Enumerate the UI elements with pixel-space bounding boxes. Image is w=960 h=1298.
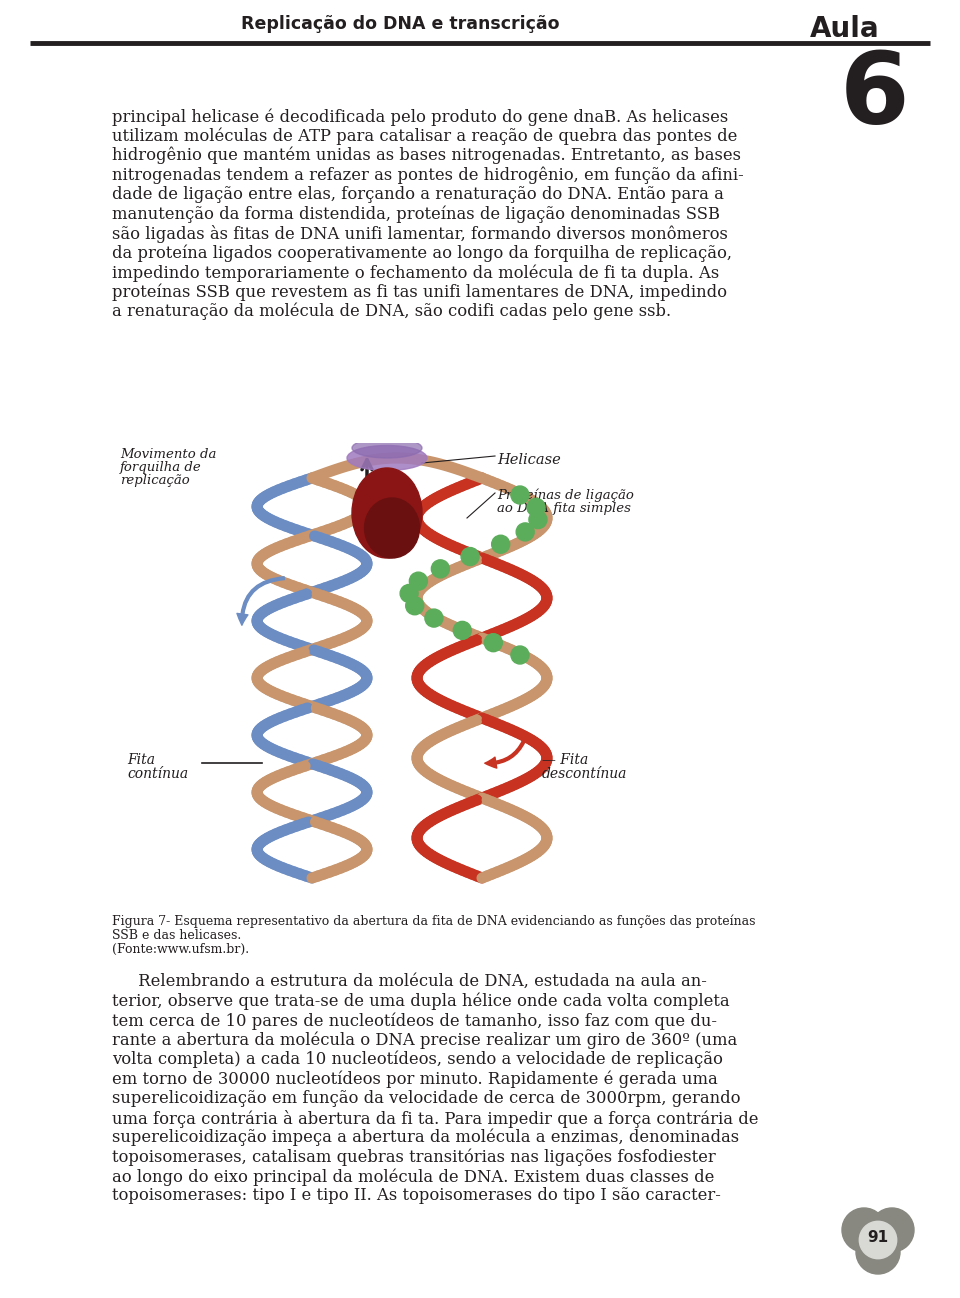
Circle shape bbox=[431, 559, 449, 578]
Text: em torno de 30000 nucleotídeos por minuto. Rapidamente é gerada uma: em torno de 30000 nucleotídeos por minut… bbox=[112, 1071, 718, 1088]
Circle shape bbox=[461, 548, 479, 566]
FancyArrowPatch shape bbox=[237, 576, 284, 626]
Text: nitrogenadas tendem a refazer as pontes de hidrogênio, em função da afini-: nitrogenadas tendem a refazer as pontes … bbox=[112, 166, 744, 184]
Text: são ligadas às fitas de DNA unifi lamentar, formando diversos monômeros: são ligadas às fitas de DNA unifi lament… bbox=[112, 225, 728, 243]
Circle shape bbox=[516, 523, 534, 541]
Text: topoisomerases: tipo I e tipo II. As topoisomerases do tipo I são caracter-: topoisomerases: tipo I e tipo II. As top… bbox=[112, 1188, 721, 1205]
Text: topoisomerases, catalisam quebras transitórias nas ligações fosfodiester: topoisomerases, catalisam quebras transi… bbox=[112, 1149, 716, 1166]
Text: superelicoidização em função da velocidade de cerca de 3000rpm, gerando: superelicoidização em função da velocida… bbox=[112, 1090, 740, 1107]
Ellipse shape bbox=[352, 437, 422, 458]
Circle shape bbox=[406, 597, 423, 615]
Text: Movimento da: Movimento da bbox=[120, 448, 216, 461]
Text: Relembrando a estrutura da molécula de DNA, estudada na aula an-: Relembrando a estrutura da molécula de D… bbox=[112, 974, 707, 990]
Text: ao longo do eixo principal da molécula de DNA. Existem duas classes de: ao longo do eixo principal da molécula d… bbox=[112, 1168, 714, 1185]
Circle shape bbox=[492, 535, 510, 553]
Text: Aula: Aula bbox=[810, 16, 879, 43]
Text: volta completa) a cada 10 nucleotídeos, sendo a velocidade de replicação: volta completa) a cada 10 nucleotídeos, … bbox=[112, 1051, 723, 1068]
Text: rante a abertura da molécula o DNA precise realizar um giro de 360º (uma: rante a abertura da molécula o DNA preci… bbox=[112, 1032, 737, 1049]
Text: 91: 91 bbox=[868, 1231, 889, 1246]
Circle shape bbox=[529, 510, 547, 528]
Text: Proteínas de ligação: Proteínas de ligação bbox=[497, 488, 634, 501]
Circle shape bbox=[400, 584, 419, 602]
Ellipse shape bbox=[365, 498, 420, 558]
Circle shape bbox=[453, 622, 471, 640]
Ellipse shape bbox=[352, 469, 422, 558]
Text: Figura 7- Esquema representativo da abertura da fita de DNA evidenciando as funç: Figura 7- Esquema representativo da aber… bbox=[112, 915, 756, 928]
Circle shape bbox=[409, 572, 427, 591]
Text: Helicase: Helicase bbox=[497, 453, 561, 467]
Circle shape bbox=[870, 1208, 914, 1253]
Circle shape bbox=[859, 1221, 897, 1259]
Text: impedindo temporariamente o fechamento da molécula de fi ta dupla. As: impedindo temporariamente o fechamento d… bbox=[112, 263, 719, 282]
FancyArrowPatch shape bbox=[485, 735, 527, 768]
Text: dade de ligação entre elas, forçando a renaturação do DNA. Então para a: dade de ligação entre elas, forçando a r… bbox=[112, 186, 724, 202]
Text: terior, observe que trata-se de uma dupla hélice onde cada volta completa: terior, observe que trata-se de uma dupl… bbox=[112, 993, 730, 1010]
Text: Fita: Fita bbox=[127, 753, 155, 767]
Circle shape bbox=[485, 633, 502, 652]
Text: descontínua: descontínua bbox=[542, 767, 628, 781]
Text: tem cerca de 10 pares de nucleotídeos de tamanho, isso faz com que du-: tem cerca de 10 pares de nucleotídeos de… bbox=[112, 1012, 717, 1029]
Text: manutenção da forma distendida, proteínas de ligação denominadas SSB: manutenção da forma distendida, proteína… bbox=[112, 205, 720, 223]
Circle shape bbox=[511, 646, 529, 665]
Ellipse shape bbox=[347, 445, 427, 470]
Text: — Fita: — Fita bbox=[542, 753, 588, 767]
Text: superelicoidização impeça a abertura da molécula a enzimas, denominadas: superelicoidização impeça a abertura da … bbox=[112, 1129, 739, 1146]
Circle shape bbox=[527, 498, 545, 517]
Circle shape bbox=[856, 1231, 900, 1275]
Text: proteínas SSB que revestem as fi tas unifi lamentares de DNA, impedindo: proteínas SSB que revestem as fi tas uni… bbox=[112, 283, 727, 301]
Text: forquilha de: forquilha de bbox=[120, 461, 202, 474]
Text: ao DNA fita simples: ao DNA fita simples bbox=[497, 502, 631, 515]
Text: 6: 6 bbox=[840, 48, 910, 145]
Text: uma força contrária à abertura da fi ta. Para impedir que a força contrária de: uma força contrária à abertura da fi ta.… bbox=[112, 1110, 758, 1128]
Text: a renaturação da molécula de DNA, são codifi cadas pelo gene ssb.: a renaturação da molécula de DNA, são co… bbox=[112, 302, 671, 321]
Text: utilizam moléculas de ATP para catalisar a reação de quebra das pontes de: utilizam moléculas de ATP para catalisar… bbox=[112, 127, 737, 145]
Text: (Fonte:www.ufsm.br).: (Fonte:www.ufsm.br). bbox=[112, 944, 250, 957]
Circle shape bbox=[425, 609, 443, 627]
Text: SSB e das helicases.: SSB e das helicases. bbox=[112, 929, 241, 942]
Text: contínua: contínua bbox=[127, 767, 188, 781]
Circle shape bbox=[842, 1208, 886, 1253]
Text: principal helicase é decodificada pelo produto do gene dnaB. As helicases: principal helicase é decodificada pelo p… bbox=[112, 108, 729, 126]
Text: replicação: replicação bbox=[120, 474, 190, 487]
Circle shape bbox=[511, 485, 529, 504]
Text: da proteína ligados cooperativamente ao longo da forquilha de replicação,: da proteína ligados cooperativamente ao … bbox=[112, 244, 732, 262]
Text: Replicação do DNA e transcrição: Replicação do DNA e transcrição bbox=[241, 16, 560, 32]
Text: hidrogênio que mantém unidas as bases nitrogenadas. Entretanto, as bases: hidrogênio que mantém unidas as bases ni… bbox=[112, 147, 741, 165]
